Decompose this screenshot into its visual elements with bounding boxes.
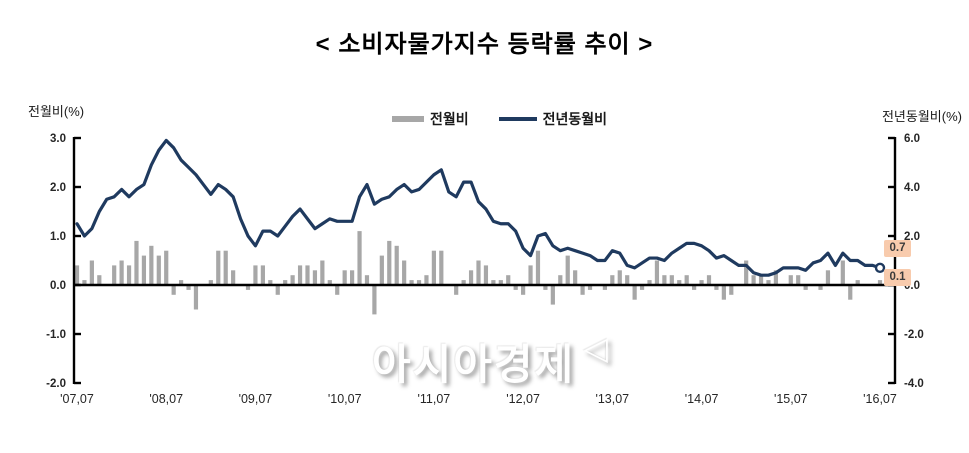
mom-bars xyxy=(74,231,883,315)
svg-text:'16,07: '16,07 xyxy=(863,392,897,406)
legend-bar-swatch-icon xyxy=(392,116,424,122)
legend-label-mom: 전월비 xyxy=(430,111,469,127)
svg-text:3.0: 3.0 xyxy=(50,133,66,145)
svg-text:6.0: 6.0 xyxy=(904,133,920,145)
legend-line-swatch-icon xyxy=(498,117,537,121)
svg-text:'08,07: '08,07 xyxy=(149,392,183,406)
svg-text:'13,07: '13,07 xyxy=(595,392,629,406)
svg-text:2.0: 2.0 xyxy=(50,182,66,194)
yoy-line xyxy=(75,138,886,277)
last-value-label-mom: 0.1 xyxy=(884,269,911,286)
svg-text:'14,07: '14,07 xyxy=(685,392,719,406)
svg-text:-2.0: -2.0 xyxy=(46,378,66,390)
legend-item-yoy: 전년동월비 xyxy=(498,109,608,129)
svg-text:'10,07: '10,07 xyxy=(328,392,362,406)
svg-text:-4.0: -4.0 xyxy=(904,378,924,390)
x-axis-labels: '07,07 '08,07 '09,07 '10,07 '11,07 '12,07 '13,… xyxy=(60,392,897,406)
legend-item-mom: 전월비 xyxy=(392,109,469,129)
right-axis-title: 전년동월비(%) xyxy=(881,109,962,124)
line-end-marker xyxy=(874,262,886,274)
svg-text:0.0: 0.0 xyxy=(50,280,66,292)
svg-text:-1.0: -1.0 xyxy=(46,329,66,341)
legend-label-yoy: 전년동월비 xyxy=(542,111,608,127)
svg-text:'12,07: '12,07 xyxy=(506,392,540,406)
svg-text:1.0: 1.0 xyxy=(50,231,66,243)
svg-text:'07,07: '07,07 xyxy=(60,392,94,406)
axis-tick-labels: 3.02.01.00.0-1.0-2.06.04.02.00.0-2.0-4.0 xyxy=(46,133,924,390)
svg-text:4.0: 4.0 xyxy=(904,182,920,194)
left-axis-title: 전월비(%) xyxy=(28,104,85,119)
legend: 전월비 전년동월비 xyxy=(392,109,607,129)
svg-text:'09,07: '09,07 xyxy=(239,392,273,406)
last-value-label-yoy: 0.7 xyxy=(884,240,911,257)
svg-text:-2.0: -2.0 xyxy=(904,329,924,341)
svg-text:'15,07: '15,07 xyxy=(774,392,808,406)
axes xyxy=(72,136,897,385)
chart-title: < 소비자물가지수 등락률 추이 > xyxy=(315,31,654,58)
svg-text:'11,07: '11,07 xyxy=(418,392,451,406)
